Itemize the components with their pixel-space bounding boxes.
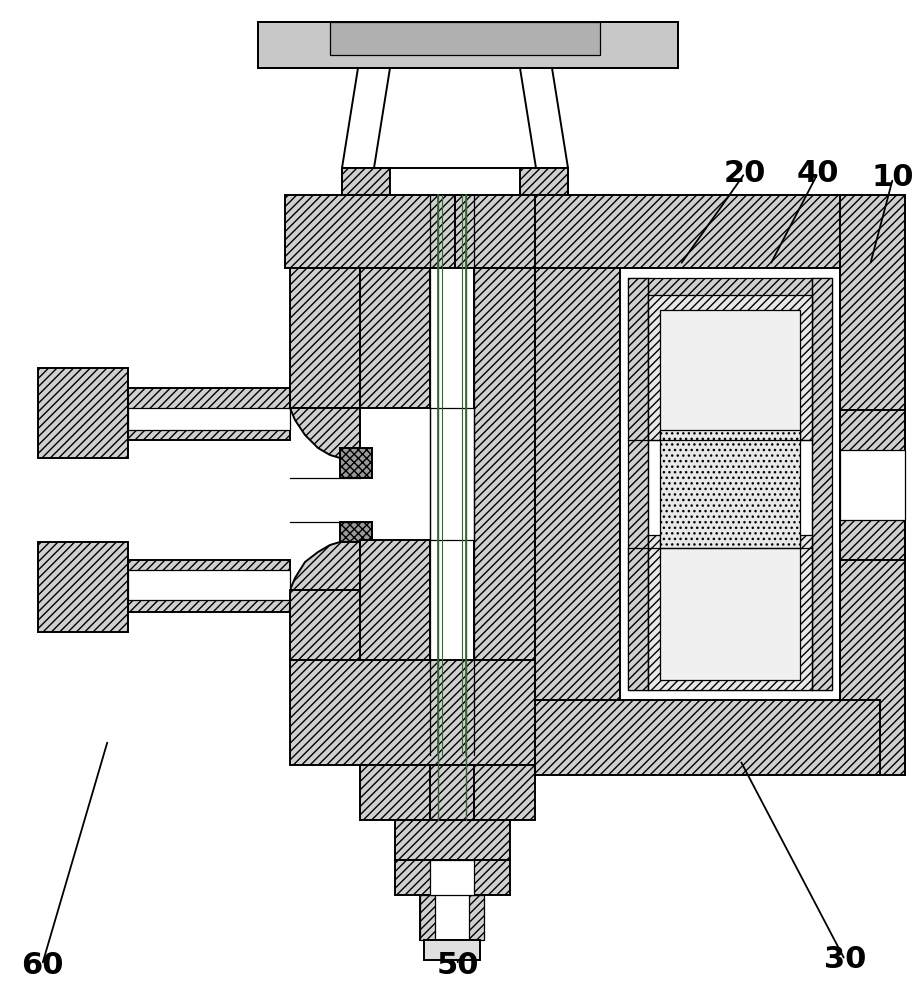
Polygon shape (285, 195, 455, 268)
Polygon shape (360, 765, 535, 820)
Polygon shape (340, 448, 372, 478)
Text: 60: 60 (21, 950, 64, 980)
Polygon shape (128, 570, 290, 600)
Polygon shape (430, 765, 474, 820)
Polygon shape (660, 310, 800, 440)
Polygon shape (535, 700, 880, 775)
Polygon shape (290, 408, 360, 460)
Polygon shape (330, 22, 600, 55)
Polygon shape (360, 540, 430, 660)
Polygon shape (628, 548, 832, 690)
Polygon shape (628, 278, 832, 428)
Text: 20: 20 (724, 158, 766, 188)
Polygon shape (840, 195, 905, 775)
Polygon shape (455, 195, 620, 268)
Polygon shape (420, 895, 435, 940)
Text: 30: 30 (824, 946, 866, 974)
Text: 50: 50 (437, 950, 479, 980)
Polygon shape (430, 408, 474, 540)
Polygon shape (520, 168, 568, 195)
Polygon shape (360, 268, 430, 408)
Polygon shape (128, 388, 290, 440)
Polygon shape (128, 408, 290, 430)
Polygon shape (430, 860, 474, 895)
Polygon shape (395, 860, 510, 895)
Polygon shape (395, 820, 510, 860)
Polygon shape (620, 195, 810, 265)
Polygon shape (469, 895, 484, 940)
Polygon shape (290, 590, 360, 660)
Polygon shape (535, 195, 880, 268)
Polygon shape (38, 368, 128, 458)
Polygon shape (38, 542, 128, 632)
Polygon shape (812, 278, 832, 690)
Polygon shape (290, 540, 360, 590)
Polygon shape (620, 268, 840, 700)
Polygon shape (342, 168, 568, 195)
Polygon shape (420, 895, 484, 940)
Polygon shape (342, 168, 390, 195)
Polygon shape (340, 522, 372, 542)
Polygon shape (290, 660, 620, 765)
Polygon shape (840, 450, 905, 520)
Polygon shape (648, 535, 812, 690)
Polygon shape (648, 295, 812, 440)
Polygon shape (535, 268, 620, 700)
Polygon shape (128, 560, 290, 612)
Text: 40: 40 (797, 158, 839, 188)
Polygon shape (660, 430, 800, 548)
Polygon shape (474, 268, 535, 660)
Text: 10: 10 (871, 163, 915, 192)
Polygon shape (840, 410, 905, 560)
Polygon shape (660, 535, 800, 680)
Polygon shape (424, 940, 480, 960)
Polygon shape (290, 268, 360, 408)
Polygon shape (628, 278, 648, 690)
Polygon shape (258, 22, 678, 68)
